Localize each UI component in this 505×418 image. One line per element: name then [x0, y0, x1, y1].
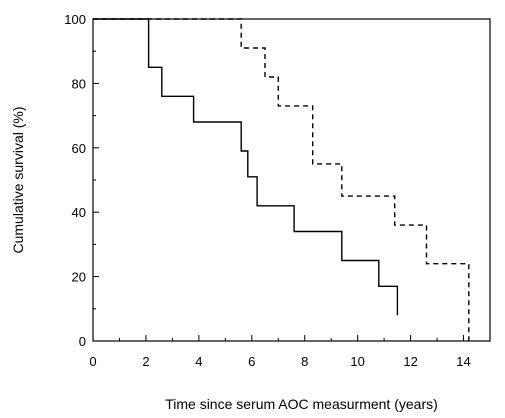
x-tick-label: 14	[456, 354, 470, 369]
x-tick-label: 10	[350, 354, 364, 369]
y-tick-label: 20	[72, 270, 86, 285]
y-tick-label: 0	[79, 334, 86, 349]
y-tick-label: 40	[72, 205, 86, 220]
x-tick-label: 0	[89, 354, 96, 369]
x-tick-label: 12	[403, 354, 417, 369]
solid-survival-curve	[93, 18, 399, 316]
y-tick-label: 100	[64, 12, 86, 27]
x-tick-label: 2	[142, 354, 149, 369]
x-tick-label: 8	[301, 354, 308, 369]
x-tick-label: 6	[248, 354, 255, 369]
dashed-survival-curve	[93, 18, 470, 341]
y-axis-title: Cumulative survival (%)	[10, 106, 26, 253]
x-tick-label: 4	[195, 354, 202, 369]
y-tick-label: 80	[72, 76, 86, 91]
x-axis-title: Time since serum AOC measurment (years)	[165, 396, 438, 412]
y-tick-label: 60	[72, 141, 86, 156]
